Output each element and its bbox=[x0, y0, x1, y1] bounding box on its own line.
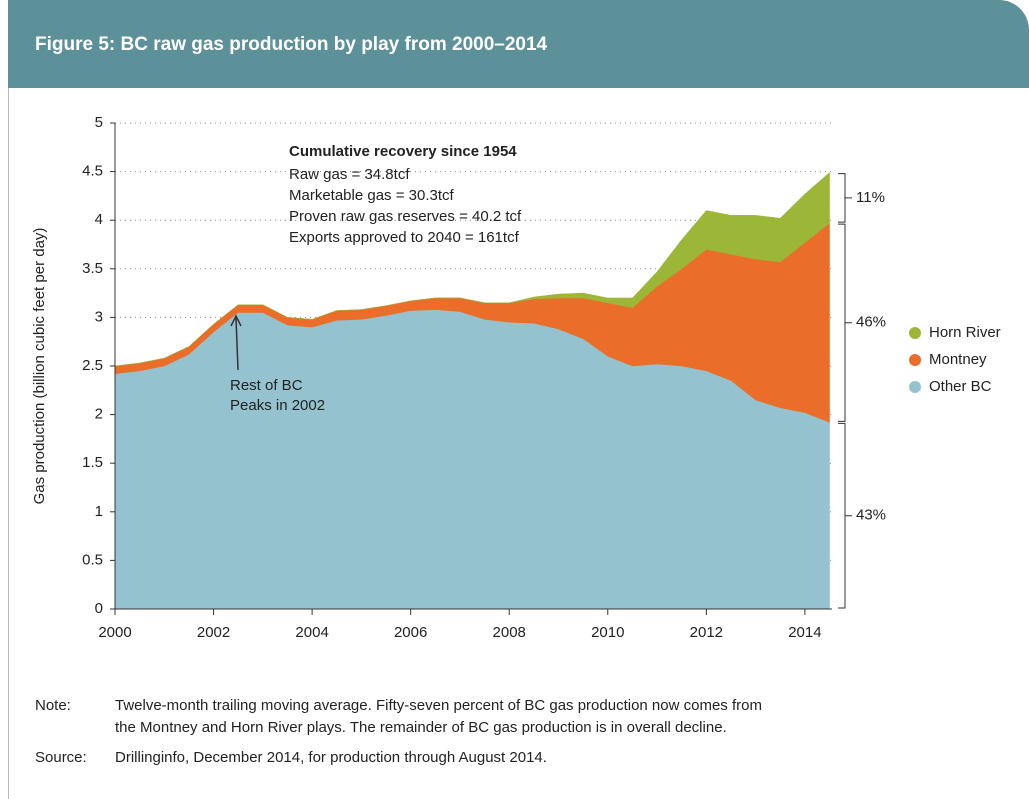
plot: 0 0.5 1 1.5 2 2.5 3 3.5 4 4.5 5 2000 2002 2004 2006 200… bbox=[31, 114, 1001, 641]
y-tick-label: 3.5 bbox=[82, 260, 103, 277]
x-tick-label: 2006 bbox=[394, 624, 427, 641]
annotation-line: Marketable gas = 30.3tcf bbox=[289, 187, 455, 204]
source-text: Drillinginfo, December 2014, for product… bbox=[115, 749, 547, 766]
note-line: Twelve-month trailing moving average. Fi… bbox=[115, 697, 762, 714]
y-tick-label: 2 bbox=[95, 406, 103, 423]
x-tick-label: 2010 bbox=[591, 624, 624, 641]
legend-label: Horn River bbox=[929, 324, 1001, 341]
y-axis-label: Gas production (billion cubic feet per d… bbox=[31, 228, 48, 505]
legend-marker bbox=[909, 327, 921, 339]
y-tick-label: 5 bbox=[95, 114, 103, 131]
peak-note: Peaks in 2002 bbox=[230, 397, 325, 414]
annotation-line: Proven raw gas reserves = 40.2 tcf bbox=[289, 208, 522, 225]
legend-marker bbox=[909, 381, 921, 393]
annotation-title: Cumulative recovery since 1954 bbox=[289, 143, 517, 160]
peak-arrow bbox=[230, 314, 242, 371]
x-tick-label: 2008 bbox=[493, 624, 526, 641]
y-tick-label: 2.5 bbox=[82, 357, 103, 374]
share-bracket bbox=[838, 223, 852, 422]
share-bracket bbox=[838, 422, 852, 609]
annotation-line: Raw gas = 34.8tcf bbox=[289, 166, 410, 183]
legend-marker bbox=[909, 354, 921, 366]
share-label: 46% bbox=[856, 314, 886, 331]
y-tick-label: 4.5 bbox=[82, 163, 103, 180]
figure-title: Figure 5: BC raw gas production by play … bbox=[35, 34, 548, 55]
x-tick-label: 2002 bbox=[197, 624, 230, 641]
annotation-line: Exports approved to 2040 = 161tcf bbox=[289, 229, 520, 246]
area bbox=[114, 172, 830, 367]
y-tick-label: 1 bbox=[95, 503, 103, 520]
note-line: the Montney and Horn River plays. The re… bbox=[115, 719, 727, 736]
x-tick-label: 2000 bbox=[98, 624, 131, 641]
y-tick-label: 0 bbox=[95, 600, 103, 617]
share-label: 43% bbox=[856, 507, 886, 524]
y-tick-label: 0.5 bbox=[82, 551, 103, 568]
x-tick-label: 2004 bbox=[295, 624, 328, 641]
share-label: 11% bbox=[856, 189, 885, 206]
x-tick-label: 2014 bbox=[788, 624, 821, 641]
y-tick-label: 1.5 bbox=[82, 454, 103, 471]
legend-label: Montney bbox=[929, 351, 987, 368]
y-tick-label: 3 bbox=[95, 308, 103, 325]
x-tick-label: 2012 bbox=[690, 624, 723, 641]
y-tick-label: 4 bbox=[95, 211, 103, 228]
note-label: Note: bbox=[35, 697, 71, 714]
share-bracket bbox=[838, 173, 852, 223]
header-band bbox=[8, 0, 1029, 88]
legend-label: Other BC bbox=[929, 378, 992, 395]
peak-note: Rest of BC bbox=[230, 377, 303, 394]
source-label: Source: bbox=[35, 749, 87, 766]
